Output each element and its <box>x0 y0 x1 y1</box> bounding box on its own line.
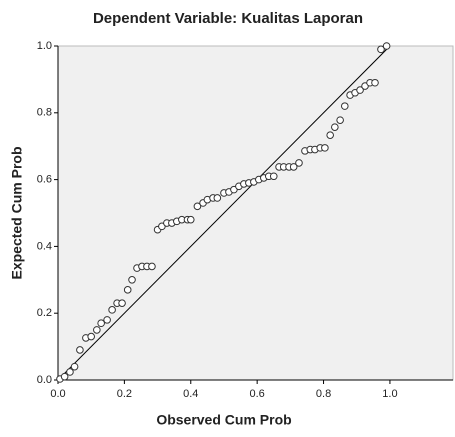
x-tick-label: 0.0 <box>50 388 65 400</box>
y-axis-label: Expected Cum Prob <box>9 146 25 279</box>
data-point <box>356 86 364 94</box>
x-tick-label: 0.6 <box>250 388 265 400</box>
reference-line <box>57 45 391 381</box>
data-point <box>371 78 379 87</box>
data-point <box>331 123 339 131</box>
x-axis-label: Observed Cum Prob <box>156 412 291 428</box>
data-point <box>87 332 95 341</box>
data-point <box>118 299 126 307</box>
data-point <box>382 42 391 50</box>
data-point <box>340 102 349 110</box>
data-point <box>336 116 344 124</box>
y-tick-label: 0.8 <box>37 107 52 119</box>
data-point <box>186 215 195 224</box>
y-tick-label: 0.6 <box>37 174 52 186</box>
data-point <box>93 326 101 334</box>
data-point <box>66 368 74 376</box>
data-point <box>148 262 156 271</box>
y-tick-label: 0.4 <box>37 240 52 252</box>
x-tick-label: 1.0 <box>382 388 397 400</box>
x-tick-label: 0.4 <box>183 388 198 400</box>
data-point <box>326 131 334 139</box>
x-tick-label: 0.2 <box>117 388 132 400</box>
y-tick-label: 0.2 <box>37 307 52 319</box>
data-point <box>377 45 385 54</box>
plot-area <box>57 45 454 381</box>
data-point <box>97 319 105 328</box>
data-point <box>103 316 111 324</box>
chart-title: Dependent Variable: Kualitas Laporan <box>93 10 363 27</box>
data-point <box>123 286 132 294</box>
data-point <box>193 202 202 211</box>
data-point <box>295 159 303 167</box>
data-point <box>108 306 116 314</box>
data-point <box>76 346 84 354</box>
data-point <box>269 172 278 181</box>
data-point <box>70 362 79 371</box>
data-point <box>289 163 298 171</box>
data-point <box>128 276 136 284</box>
x-tick-label: 0.8 <box>316 388 331 400</box>
y-tick-label: 0.0 <box>37 374 52 386</box>
y-tick-label: 1.0 <box>37 40 52 52</box>
data-point <box>213 194 222 202</box>
data-point <box>321 144 329 152</box>
data-point <box>60 372 69 381</box>
